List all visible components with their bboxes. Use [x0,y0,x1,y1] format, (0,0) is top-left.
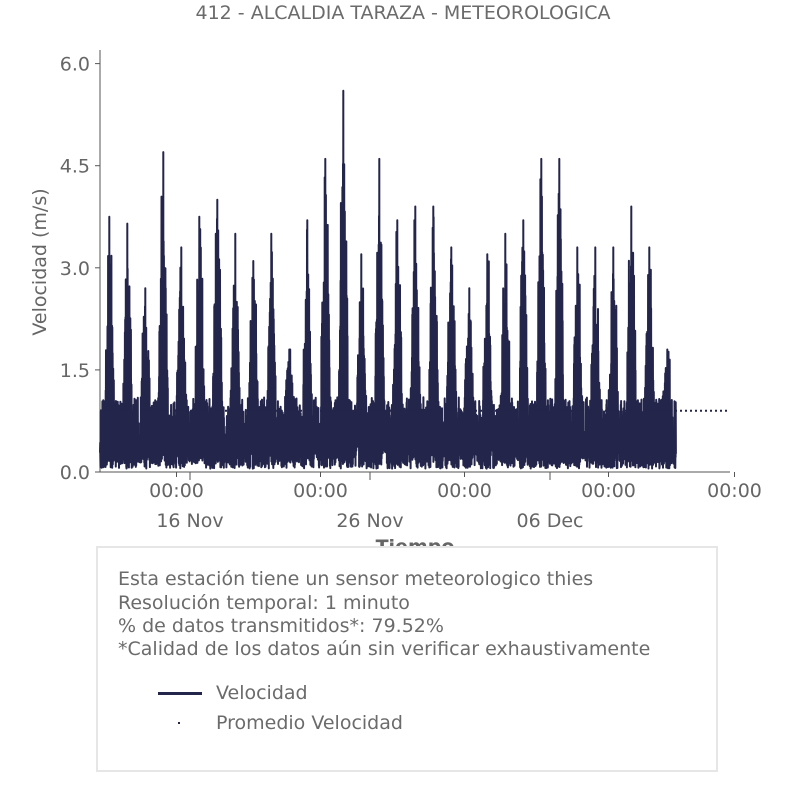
y-tick-label: 3.0 [60,258,90,280]
info-box: Esta estación tiene un sensor meteorolog… [96,546,718,772]
x-minor-tick-label: 00:00 [581,480,636,502]
y-tick-label: 6.0 [60,54,90,76]
legend-label-velocidad: Velocidad [216,682,308,704]
legend-line-swatch [158,692,202,695]
x-minor-tick-label: 00:00 [707,480,762,502]
legend-dot-swatch [178,722,180,724]
x-minor-tick-label: 00:00 [293,480,348,502]
y-axis-label: Velocidad (m/s) [29,188,51,335]
chart-svg: 0.0 1.5 3.0 4.5 6.0 00:00 00:00 00:00 00:00 00:00… [29,50,762,558]
info-line-sensor: Esta estación tiene un sensor meteorolog… [118,568,594,590]
y-tick-label: 4.5 [60,156,90,178]
x-major-tick-label: 16 Nov [156,510,223,532]
info-line-transmitted: % de datos transmitidos*: 79.52% [118,615,444,637]
tick-layer: 0.0 1.5 3.0 4.5 6.0 00:00 00:00 00:00 00:00 00:00… [60,54,762,532]
y-tick-label: 1.5 [60,360,90,382]
chart-title: 412 - ALCALDIA TARAZA - METEOROLOGICA [195,2,611,24]
series-layer [99,89,730,470]
x-major-tick-label: 06 Dec [517,510,584,532]
x-major-tick-label: 26 Nov [336,510,403,532]
x-minor-tick-label: 00:00 [437,480,492,502]
y-tick-label: 0.0 [60,462,90,484]
axes [99,50,730,473]
x-minor-tick-label: 00:00 [149,480,204,502]
velocidad-series-line [99,89,677,470]
info-line-resolution: Resolución temporal: 1 minuto [118,592,410,614]
legend-label-promedio: Promedio Velocidad [216,712,403,734]
info-line-quality-note: *Calidad de los datos aún sin verificar … [118,638,651,660]
